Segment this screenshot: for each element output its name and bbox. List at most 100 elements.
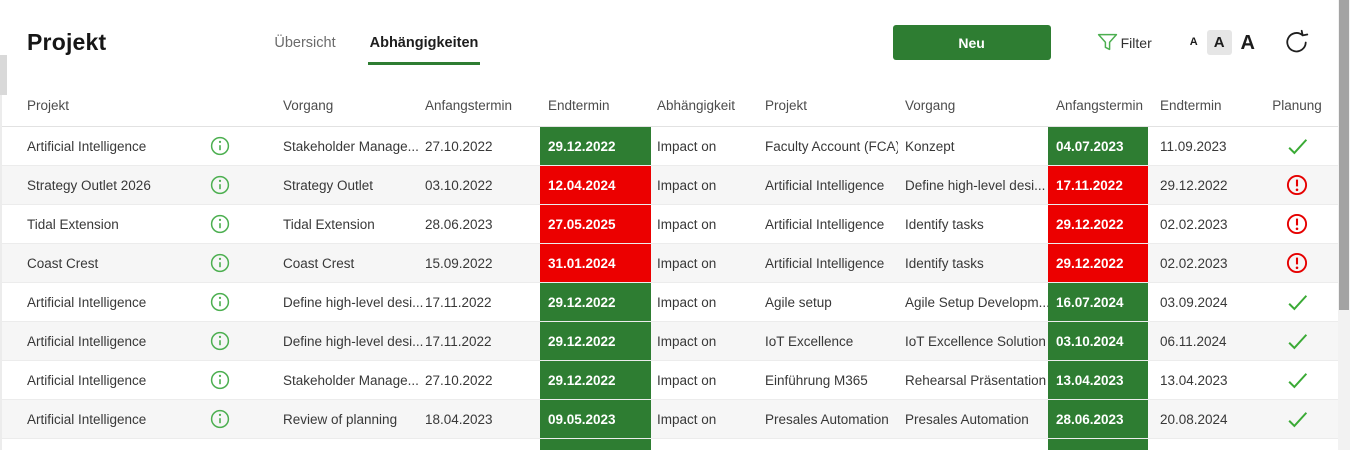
table-row[interactable]: Artificial Intelligence Review of planni… bbox=[0, 400, 1338, 439]
cell-projekt: Artificial Intelligence bbox=[27, 372, 147, 388]
refresh-icon bbox=[1286, 29, 1309, 53]
info-icon[interactable] bbox=[210, 370, 230, 390]
cell-info[interactable] bbox=[195, 244, 245, 282]
tab-uebersicht[interactable]: Übersicht bbox=[274, 34, 336, 51]
cell-vorgang: Review of planning bbox=[283, 411, 398, 427]
cell-anfangstermin: 28.06.2023 bbox=[425, 216, 493, 232]
cell-vorgang: Tidal Extension bbox=[283, 216, 375, 232]
table-row[interactable]: Strategy Outlet 2026 Strategy Outlet 03.… bbox=[0, 166, 1338, 205]
new-button[interactable]: Neu bbox=[892, 25, 1051, 60]
cell-endtermin: 09.05.2023 bbox=[540, 400, 651, 438]
cell-info[interactable] bbox=[195, 127, 245, 165]
table-row[interactable]: Artificial Intelligence Define high-leve… bbox=[0, 322, 1338, 361]
col-header-abhaengigkeit[interactable]: Abhängigkeit bbox=[657, 98, 736, 113]
table-row[interactable]: Artificial Intelligence Define high-leve… bbox=[0, 283, 1338, 322]
font-size-small-button[interactable]: A bbox=[1189, 36, 1198, 48]
cell-endtermin: 29.12.2022 bbox=[540, 127, 651, 165]
col-header-planung[interactable]: Planung bbox=[1272, 98, 1322, 113]
cell-vorgang-2: Presales Automation bbox=[905, 411, 1029, 427]
cell-endtermin-2: 29.12.2022 bbox=[1160, 177, 1228, 193]
cell-vorgang-2: Agile Setup Developm... bbox=[905, 294, 1048, 310]
col-header-anfangstermin[interactable]: Anfangstermin bbox=[425, 98, 513, 113]
tab-bar: Übersicht Abhängigkeiten bbox=[274, 0, 481, 85]
cell-projekt-2: Artificial Intelligence bbox=[765, 255, 885, 271]
cell-vorgang: Strategy Outlet bbox=[283, 177, 374, 193]
cell-projekt-2: Faculty Account (FCA) bbox=[765, 138, 898, 154]
cell-endtermin-2: 11.09.2023 bbox=[1160, 138, 1227, 154]
info-icon[interactable] bbox=[210, 331, 230, 351]
table-row[interactable]: Artificial Intelligence Stakeholder Mana… bbox=[0, 127, 1338, 166]
col-header-endtermin-2[interactable]: Endtermin bbox=[1160, 98, 1222, 113]
cell-vorgang: Define high-level desi... bbox=[283, 294, 424, 310]
cell-info[interactable] bbox=[195, 205, 245, 243]
scrollbar-thumb[interactable] bbox=[1339, 0, 1349, 310]
cell-endtermin: 27.05.2025 bbox=[540, 205, 651, 243]
cell-anfangstermin: 15.09.2022 bbox=[425, 255, 493, 271]
cell-info[interactable] bbox=[195, 283, 245, 321]
vertical-scrollbar[interactable] bbox=[1338, 0, 1350, 450]
table-header-row: Projekt Vorgang Anfangstermin Endtermin … bbox=[0, 85, 1338, 127]
planung-cell bbox=[1258, 127, 1336, 165]
col-header-vorgang[interactable]: Vorgang bbox=[283, 98, 334, 113]
cell-endtermin-2: 03.09.2024 bbox=[1160, 294, 1228, 310]
planung-cell bbox=[1258, 400, 1336, 438]
col-header-endtermin[interactable]: Endtermin bbox=[548, 98, 610, 113]
cell-info[interactable] bbox=[195, 400, 245, 438]
partial-next-row bbox=[0, 439, 1338, 450]
check-icon bbox=[1287, 294, 1307, 310]
refresh-button[interactable] bbox=[1283, 29, 1310, 56]
cell-endtermin-2: 20.08.2024 bbox=[1160, 411, 1228, 427]
cell-info[interactable] bbox=[195, 322, 245, 360]
col-header-anfangstermin-2[interactable]: Anfangstermin bbox=[1056, 98, 1144, 113]
cell-anfangstermin: 17.11.2022 bbox=[425, 333, 492, 349]
cell-vorgang: Define high-level desi... bbox=[283, 333, 424, 349]
cell-anfangstermin: 27.10.2022 bbox=[425, 372, 493, 388]
col-header-projekt-2[interactable]: Projekt bbox=[765, 98, 808, 113]
cell-anfangstermin-2: 29.12.2022 bbox=[1048, 205, 1148, 243]
table-row[interactable]: Artificial Intelligence Stakeholder Mana… bbox=[0, 361, 1338, 400]
planung-cell bbox=[1258, 283, 1336, 321]
cell-projekt: Artificial Intelligence bbox=[27, 411, 147, 427]
cell-endtermin: 12.04.2024 bbox=[540, 166, 651, 204]
page-title: Projekt bbox=[27, 29, 107, 55]
col-header-vorgang-2[interactable]: Vorgang bbox=[905, 98, 956, 113]
warning-icon bbox=[1286, 174, 1308, 196]
cell-endtermin: 31.01.2024 bbox=[540, 244, 651, 282]
info-icon[interactable] bbox=[210, 175, 230, 195]
info-icon[interactable] bbox=[210, 292, 230, 312]
planung-cell bbox=[1258, 322, 1336, 360]
table-row[interactable]: Coast Crest Coast Crest 15.09.2022 31.01… bbox=[0, 244, 1338, 283]
cell-projekt: Strategy Outlet 2026 bbox=[27, 177, 151, 193]
planung-cell bbox=[1258, 205, 1336, 243]
funnel-icon bbox=[1097, 33, 1117, 51]
cell-vorgang-2: Rehearsal Präsentation bbox=[905, 372, 1047, 388]
check-icon bbox=[1287, 138, 1307, 154]
table-row[interactable]: Tidal Extension Tidal Extension 28.06.20… bbox=[0, 205, 1338, 244]
tab-abhaengigkeiten[interactable]: Abhängigkeiten bbox=[367, 0, 481, 85]
cell-projekt: Artificial Intelligence bbox=[27, 333, 147, 349]
font-size-medium-button[interactable]: A bbox=[1206, 30, 1232, 55]
left-scrollbar-thumb[interactable] bbox=[0, 55, 7, 95]
cell-projekt: Artificial Intelligence bbox=[27, 294, 147, 310]
cell-info[interactable] bbox=[195, 166, 245, 204]
filter-button[interactable]: Filter bbox=[1097, 32, 1152, 53]
info-icon[interactable] bbox=[210, 136, 230, 156]
cell-endtermin-2: 02.02.2023 bbox=[1160, 216, 1228, 232]
info-icon[interactable] bbox=[210, 409, 230, 429]
cell-anfangstermin-2: 03.10.2024 bbox=[1048, 322, 1148, 360]
cell-anfangstermin-2: 13.04.2023 bbox=[1048, 361, 1148, 399]
cell-info[interactable] bbox=[195, 361, 245, 399]
topbar: Projekt Übersicht Abhängigkeiten Neu Fil… bbox=[0, 0, 1350, 85]
cell-endtermin: 29.12.2022 bbox=[540, 322, 651, 360]
cell-vorgang: Stakeholder Manage... bbox=[283, 138, 419, 154]
col-header-projekt[interactable]: Projekt bbox=[27, 98, 70, 113]
cell-abhaengigkeit: Impact on bbox=[657, 255, 717, 271]
font-size-large-button[interactable]: A bbox=[1240, 31, 1255, 54]
info-icon[interactable] bbox=[210, 253, 230, 273]
planung-cell bbox=[1258, 166, 1336, 204]
cell-abhaengigkeit: Impact on bbox=[657, 411, 717, 427]
planung-cell bbox=[1258, 361, 1336, 399]
info-icon[interactable] bbox=[210, 214, 230, 234]
cell-projekt-2: Artificial Intelligence bbox=[765, 177, 885, 193]
